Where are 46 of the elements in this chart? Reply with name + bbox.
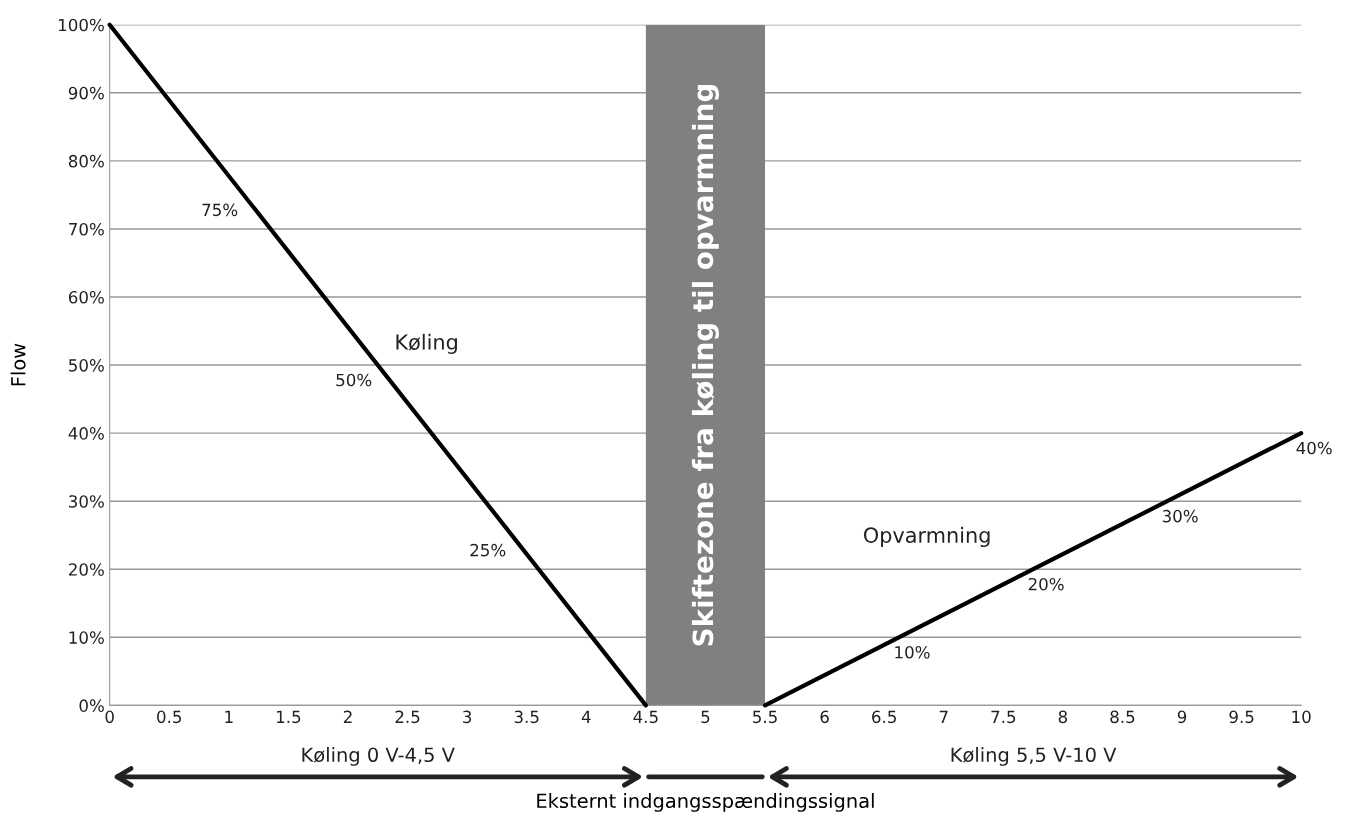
x-tick-label: 1 [225, 710, 233, 723]
x-tick-label: 2.5 [395, 710, 420, 724]
annotation: 30% [1162, 509, 1198, 523]
y-tick-label: 0% [79, 699, 104, 712]
x-tick-label: 7 [939, 710, 948, 723]
y-tick-label: 70% [69, 222, 104, 236]
annotation: 75% [202, 203, 238, 217]
series-label: Køling [396, 333, 457, 354]
x-tick-label: 0.5 [157, 710, 182, 724]
x-tick-label: 3 [463, 710, 472, 724]
text: Køling 0 V-4,5 V [302, 747, 455, 766]
y-axis-title: Flow [10, 343, 26, 386]
y-tick-label: 10% [69, 631, 104, 644]
text: Køling 5,5 V-10 V [951, 747, 1117, 766]
x-tick-label: 5.5 [753, 710, 777, 724]
band-label: Skiftezone fra køling til opvarmning [691, 85, 719, 646]
x-tick-label: 10 [1292, 710, 1311, 724]
x-tick-label: 0 [105, 710, 114, 724]
x-tick-label: 9.5 [1229, 710, 1254, 724]
x-tick-label: 9 [1177, 710, 1187, 724]
y-tick-label: 60% [68, 290, 104, 304]
x-axis-title: Eksternt indgangsspændingssignal [537, 793, 874, 812]
y-tick-label: 20% [68, 563, 104, 576]
y-tick-label: 100% [59, 18, 104, 32]
y-tick-label: 50% [69, 359, 104, 372]
annotation: 10% [895, 645, 930, 659]
annotation: 25% [470, 543, 506, 557]
series-label: Opvarmning [863, 526, 990, 548]
x-tick-label: 4 [581, 710, 591, 723]
x-tick-label: 5 [701, 710, 710, 724]
x-tick-label: 3.5 [514, 710, 539, 724]
y-tick-label: 80% [68, 154, 104, 168]
annotation: 50% [336, 373, 372, 387]
annotation: 40% [1296, 441, 1332, 455]
x-tick-label: 7.5 [991, 710, 1016, 724]
x-tick-label: 6.5 [872, 710, 896, 724]
y-tick-label: 40% [68, 427, 104, 440]
annotation: 20% [1028, 577, 1064, 591]
x-tick-label: 1.5 [276, 710, 301, 724]
x-tick-label: 8 [1058, 710, 1068, 724]
x-tick-label: 2 [343, 710, 352, 723]
y-tick-label: 90% [68, 86, 104, 100]
x-tick-label: 8.5 [1110, 710, 1135, 724]
y-tick-label: 30% [69, 495, 104, 508]
x-tick-label: 4.5 [633, 710, 658, 724]
x-tick-label: 6 [820, 710, 829, 724]
